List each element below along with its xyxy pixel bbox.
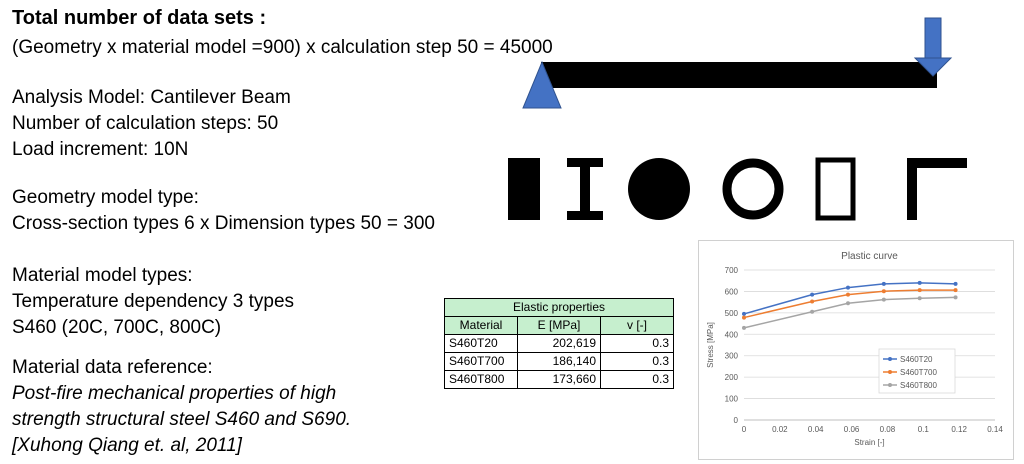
formula-text: (Geometry x material model =900) x calcu… (12, 37, 553, 58)
x-tick-label: 0.04 (808, 425, 824, 434)
angle-section-icon (907, 158, 967, 220)
i-section-icon (567, 158, 603, 220)
table-cell: 202,619 (517, 334, 601, 353)
rectangle-section-icon (508, 158, 540, 220)
load-arrow (913, 17, 953, 77)
y-tick-label: 700 (725, 266, 739, 275)
circle-section-icon (628, 158, 690, 220)
table-cell: 0.3 (600, 334, 674, 353)
y-tick-label: 600 (725, 287, 739, 296)
x-tick-label: 0.08 (880, 425, 896, 434)
s460-types-text: S460 (20C, 700C, 800C) (12, 317, 222, 338)
data-point (953, 295, 958, 300)
series-line (743, 289, 956, 319)
reference-line-1: Post-fire mechanical properties of high (12, 383, 337, 404)
table-cell: 173,660 (517, 370, 601, 389)
y-tick-label: 400 (725, 330, 739, 339)
beam-bar (541, 62, 937, 88)
x-tick-label: 0.02 (772, 425, 788, 434)
table-cell: 0.3 (600, 352, 674, 371)
chart-title: Plastic curve (841, 251, 898, 262)
legend-marker (888, 357, 892, 361)
analysis-model-text: Analysis Model: Cantilever Beam (12, 87, 291, 108)
table-title: Elastic properties (444, 298, 674, 317)
y-tick-label: 500 (725, 309, 739, 318)
table-cell: 0.3 (600, 370, 674, 389)
y-tick-label: 100 (725, 395, 739, 404)
table-row: S460T700 186,140 0.3 (444, 352, 674, 371)
data-point (742, 325, 746, 330)
data-point (845, 285, 850, 290)
table-row: S460T800 173,660 0.3 (444, 370, 674, 389)
data-point (917, 296, 922, 301)
series-line (743, 282, 956, 315)
legend-marker (888, 383, 892, 387)
y-tick-label: 0 (734, 416, 739, 425)
legend-marker (888, 370, 892, 374)
reference-line-2: strength structural steel S460 and S690. (12, 409, 352, 430)
table-cell: S460T800 (444, 370, 518, 389)
legend-label: S460T20 (900, 355, 933, 364)
support-triangle (522, 60, 562, 109)
calc-steps-text: Number of calculation steps: 50 (12, 113, 279, 134)
data-point (881, 297, 886, 302)
data-point (917, 288, 922, 293)
y-tick-label: 200 (725, 373, 739, 382)
x-tick-label: 0.06 (844, 425, 860, 434)
data-point (845, 301, 850, 306)
x-axis-label: Strain [-] (854, 438, 884, 447)
temp-dependency-text: Temperature dependency 3 types (12, 291, 295, 312)
table-row: S460T20 202,619 0.3 (444, 334, 674, 353)
data-point (953, 281, 958, 286)
x-tick-label: 0.1 (918, 425, 930, 434)
load-increment-text: Load increment: 10N (12, 139, 189, 160)
heading: Total number of data sets : (12, 7, 267, 29)
x-tick-label: 0.12 (951, 425, 967, 434)
series-line (743, 296, 956, 329)
data-point (810, 299, 815, 304)
geometry-title: Geometry model type: (12, 187, 199, 208)
chart-svg: Plastic curve 0 100 200 300 400 500 600 700 0 0.02… (706, 251, 1003, 447)
y-tick-label: 300 (725, 352, 739, 361)
plastic-curve-chart: Plastic curve 0 100 200 300 400 500 600 700 0 0.02… (698, 240, 1014, 460)
data-point (881, 281, 886, 286)
reference-line-3: [Xuhong Qiang et. al, 2011] (12, 435, 242, 456)
tube-section-icon (722, 158, 784, 220)
y-axis-label: Stress [MPa] (706, 322, 715, 368)
data-point (881, 289, 886, 294)
x-tick-label: 0 (742, 425, 747, 434)
data-point (810, 292, 815, 297)
box-section-icon (815, 157, 856, 221)
data-point (917, 280, 922, 285)
legend-label: S460T800 (900, 381, 937, 390)
table-cell: S460T700 (444, 352, 518, 371)
table-header-material: Material (444, 316, 518, 335)
material-title: Material model types: (12, 265, 193, 286)
geometry-detail: Cross-section types 6 x Dimension types … (12, 213, 435, 234)
data-point (742, 315, 746, 320)
data-point (742, 311, 746, 316)
cantilever-beam-icon (522, 17, 953, 109)
legend-label: S460T700 (900, 368, 937, 377)
table-header-v: v [-] (600, 316, 674, 335)
x-tick-label: 0.14 (987, 425, 1003, 434)
data-point (953, 288, 958, 293)
data-point (810, 309, 815, 314)
data-point (845, 292, 850, 297)
table-header-e: E [MPa] (517, 316, 601, 335)
cross-section-icons (508, 157, 967, 221)
table-cell: S460T20 (444, 334, 518, 353)
table-cell: 186,140 (517, 352, 601, 371)
elastic-properties-table: Elastic properties Material E [MPa] v [-… (444, 298, 674, 389)
reference-title: Material data reference: (12, 357, 213, 378)
